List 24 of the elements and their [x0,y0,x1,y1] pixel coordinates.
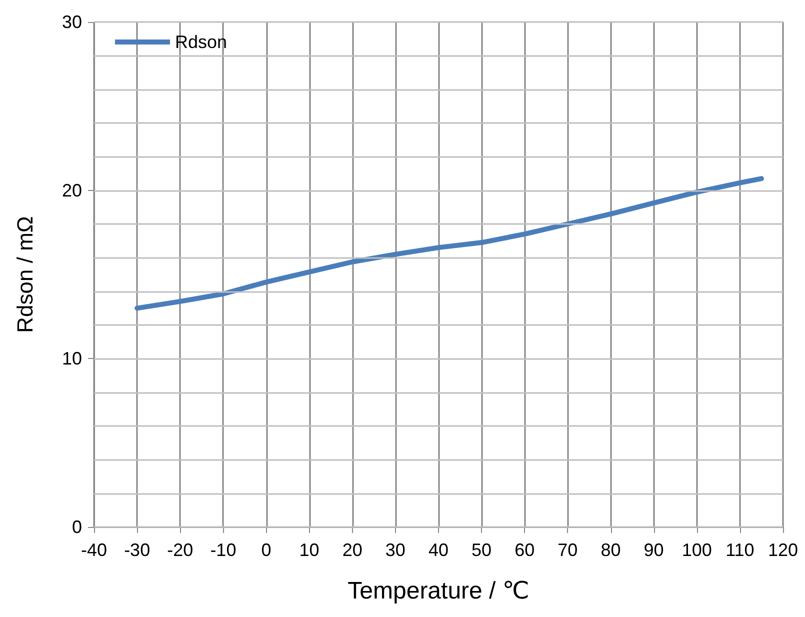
y-tick-label: 10 [62,348,82,369]
x-tick-label: -10 [210,540,236,560]
y-tick-label: 20 [62,180,82,200]
x-tick-label: 60 [514,540,535,560]
x-tick-label: 20 [342,540,362,560]
x-axis-title: Temperature / ℃ [348,578,530,604]
x-tick-label: 10 [299,540,320,560]
x-tick-label: 40 [428,540,449,560]
x-tick-label: -20 [167,540,194,560]
x-tick-label: 110 [726,540,754,560]
y-tick-label: 30 [62,12,82,32]
x-tick-label: 0 [261,540,272,560]
y-tick-label: 0 [72,517,82,537]
x-tick-label: 90 [644,540,664,560]
legend-label: Rdson [175,32,228,52]
y-axis-title: Rdson / mΩ [12,216,38,333]
x-tick-label: -30 [124,540,150,560]
x-tick-label: 70 [558,540,578,560]
x-tick-label: 80 [600,540,621,560]
x-tick-label: 30 [385,540,406,560]
x-tick-label: 50 [472,540,492,560]
x-tick-label: 120 [768,540,798,560]
x-tick-label: -40 [80,540,108,560]
x-tick-label: 100 [682,540,712,560]
